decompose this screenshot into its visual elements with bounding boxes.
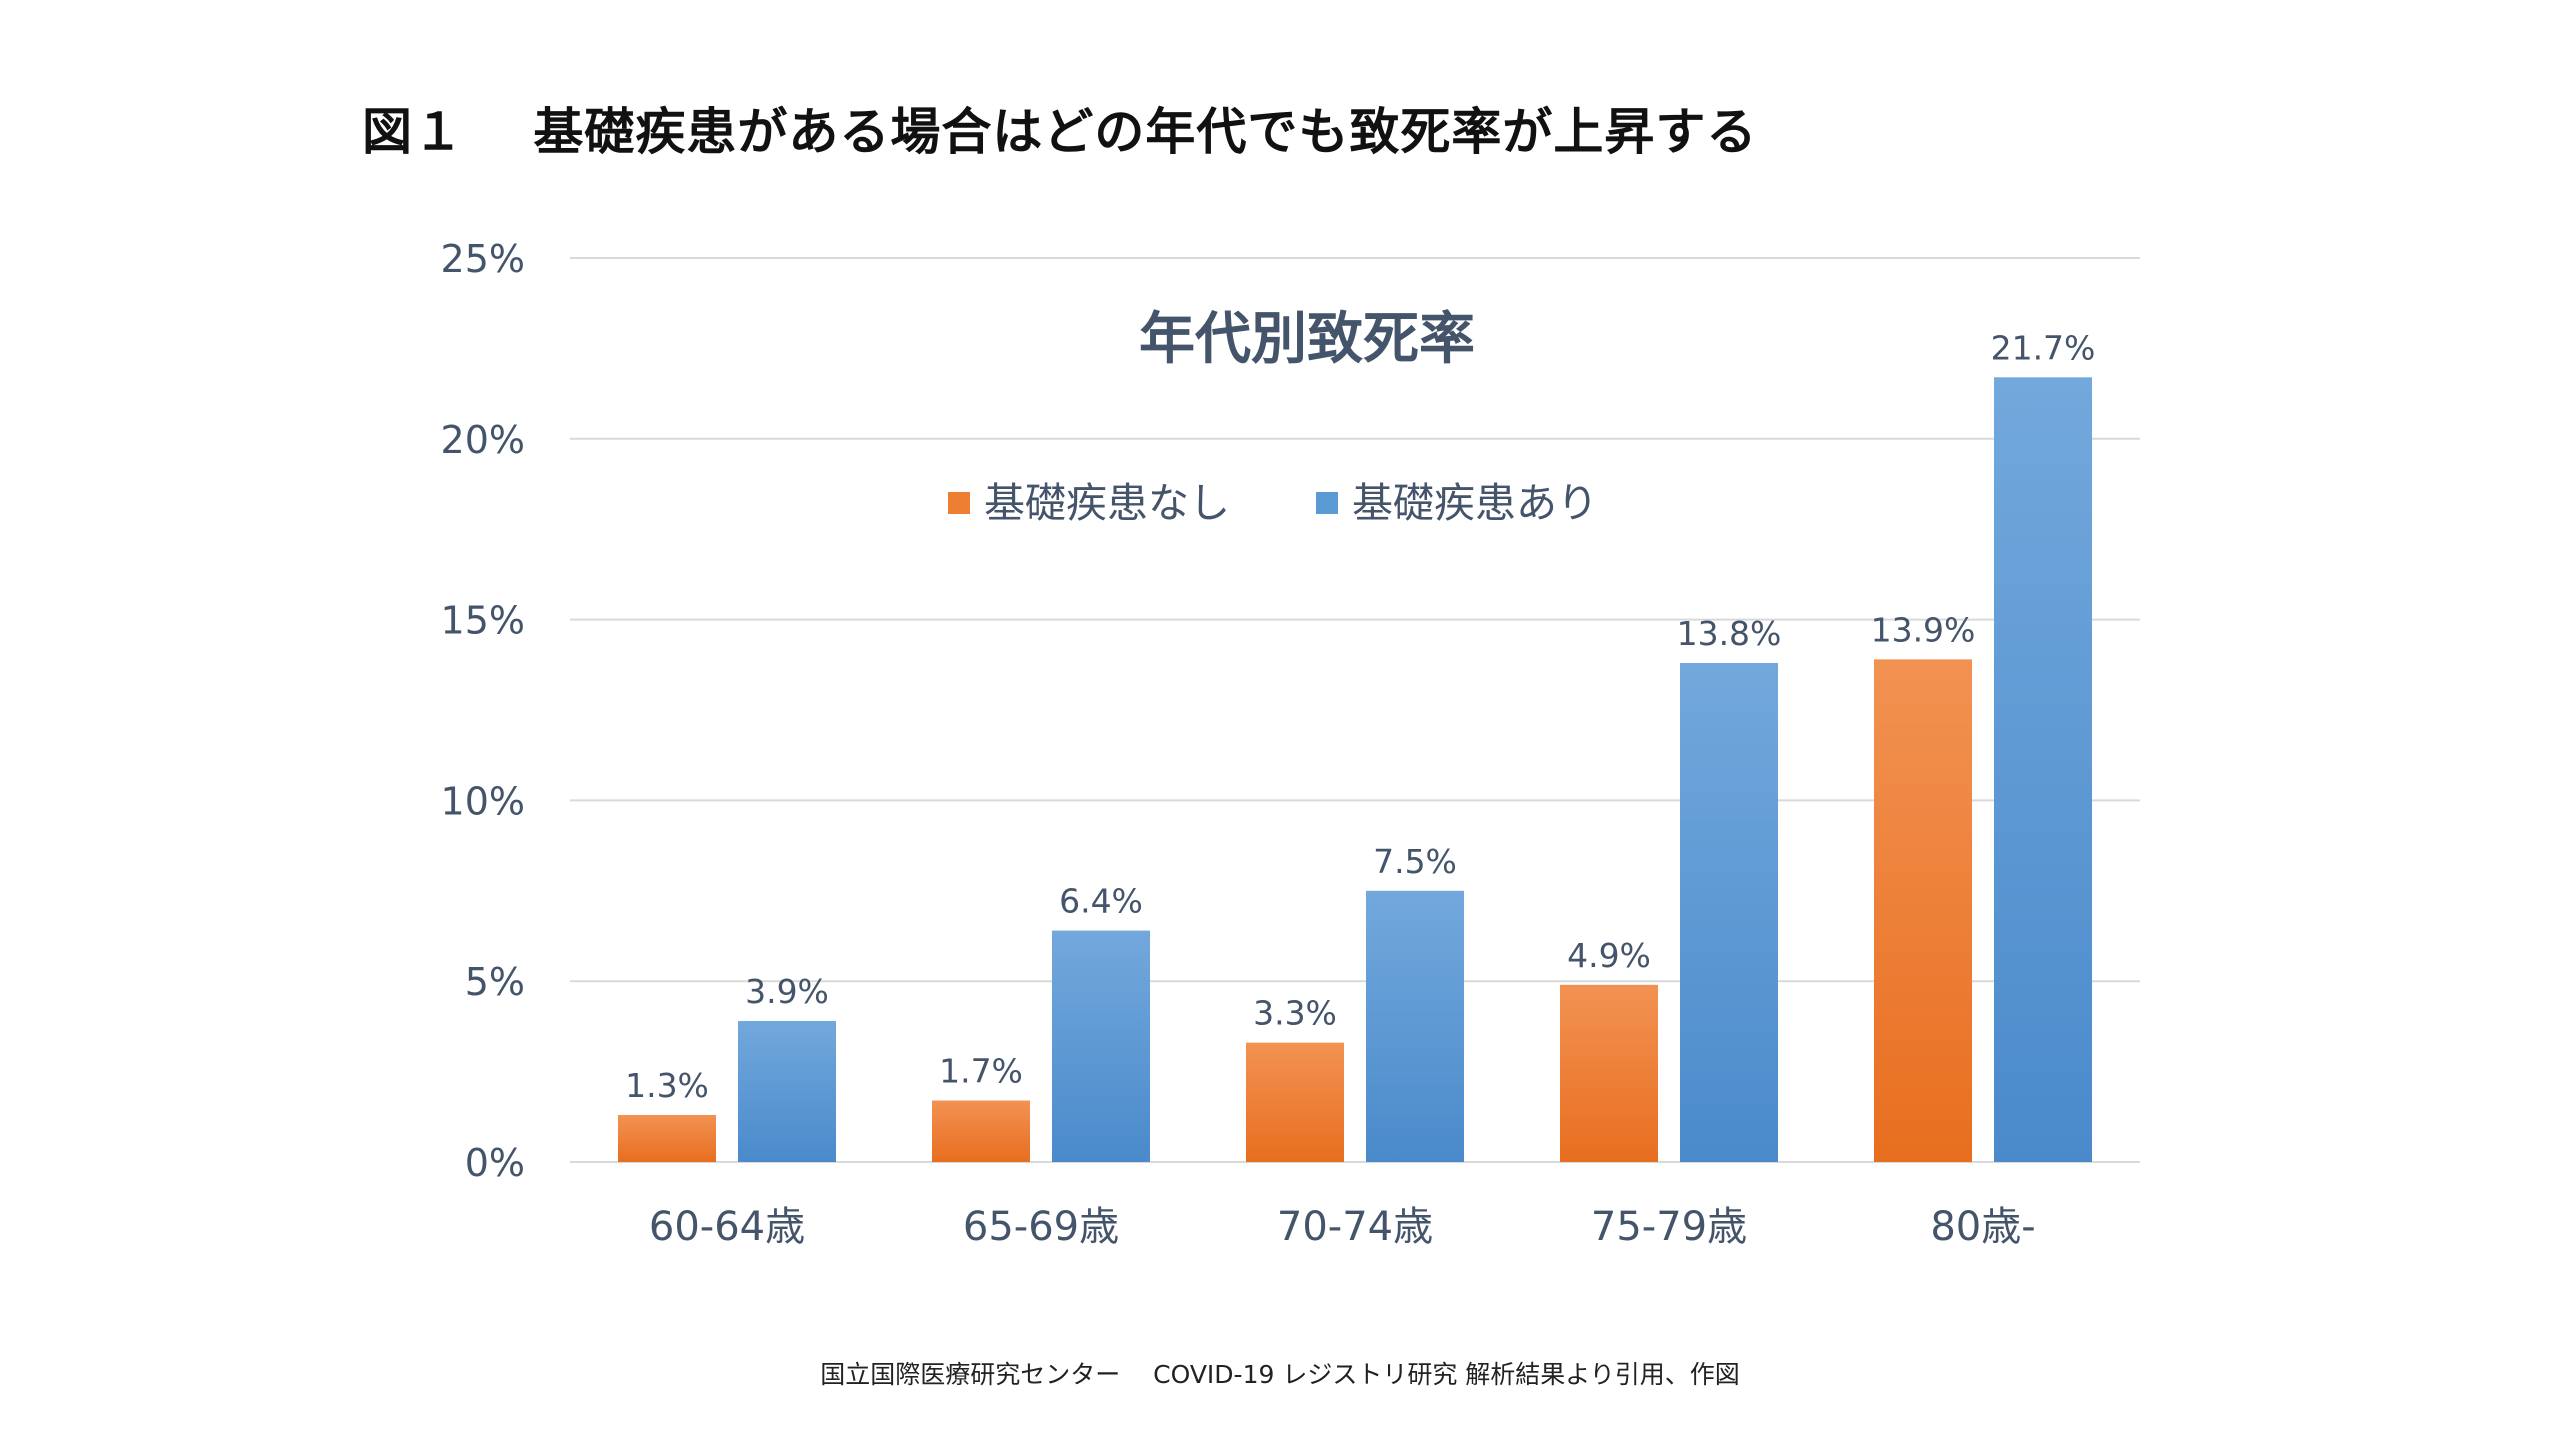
source-note: 国立国際医療研究センター COVID-19 レジストリ研究 解析結果より引用、作… bbox=[820, 1360, 1740, 1389]
y-tick-label: 25% bbox=[441, 237, 525, 281]
data-label: 7.5% bbox=[1373, 842, 1457, 881]
data-label: 6.4% bbox=[1059, 882, 1143, 921]
chart-title: 年代別致死率 bbox=[1139, 307, 1475, 372]
x-tick-label: 65-69歳 bbox=[963, 1204, 1119, 1250]
legend: 基礎疾患なし 基礎疾患あり bbox=[948, 479, 1598, 527]
bar-no-condition bbox=[1246, 1042, 1344, 1162]
x-tick-label: 75-79歳 bbox=[1591, 1204, 1747, 1250]
y-tick-label: 20% bbox=[441, 418, 525, 462]
data-label: 13.9% bbox=[1871, 610, 1976, 649]
bar-no-condition bbox=[1560, 984, 1658, 1162]
bar-with-condition bbox=[1052, 930, 1150, 1162]
data-label: 4.9% bbox=[1567, 936, 1651, 975]
bar-no-condition bbox=[1874, 659, 1972, 1162]
bar-with-condition bbox=[738, 1020, 836, 1162]
legend-swatch-none bbox=[948, 492, 970, 514]
data-label: 1.7% bbox=[939, 1052, 1023, 1091]
y-tick-label: 5% bbox=[465, 960, 525, 1004]
bars bbox=[618, 377, 2092, 1162]
x-tick-label: 70-74歳 bbox=[1277, 1204, 1433, 1250]
y-tick-label: 0% bbox=[465, 1141, 525, 1185]
bar-no-condition bbox=[932, 1100, 1030, 1162]
legend-swatch-with bbox=[1316, 492, 1338, 514]
y-tick-label: 10% bbox=[441, 779, 525, 823]
bar-with-condition bbox=[1366, 890, 1464, 1162]
data-label: 21.7% bbox=[1991, 328, 2096, 367]
data-labels: 1.3% 3.9% 1.7% 6.4% 3.3% 7.5% 4.9% 13.8% 13.9% 21… bbox=[625, 328, 2095, 1105]
bar-no-condition bbox=[618, 1114, 716, 1162]
figure-title: 図１ 基礎疾患がある場合はどの年代でも致死率が上昇する bbox=[362, 103, 1758, 161]
data-label: 3.9% bbox=[745, 972, 829, 1011]
legend-label-with: 基礎疾患あり bbox=[1352, 479, 1598, 527]
data-label: 13.8% bbox=[1677, 614, 1782, 653]
x-axis: 60-64歳 65-69歳 70-74歳 75-79歳 80歳- bbox=[649, 1204, 2036, 1250]
x-tick-label: 60-64歳 bbox=[649, 1204, 805, 1250]
bar-with-condition bbox=[1994, 377, 2092, 1162]
data-label: 1.3% bbox=[625, 1066, 709, 1105]
legend-label-none: 基礎疾患なし bbox=[984, 479, 1230, 527]
data-label: 3.3% bbox=[1253, 994, 1337, 1033]
y-tick-label: 15% bbox=[441, 599, 525, 643]
bar-with-condition bbox=[1680, 662, 1778, 1162]
x-tick-label: 80歳- bbox=[1930, 1204, 2035, 1250]
y-axis: 0% 5% 10% 15% 20% 25% bbox=[441, 237, 525, 1185]
